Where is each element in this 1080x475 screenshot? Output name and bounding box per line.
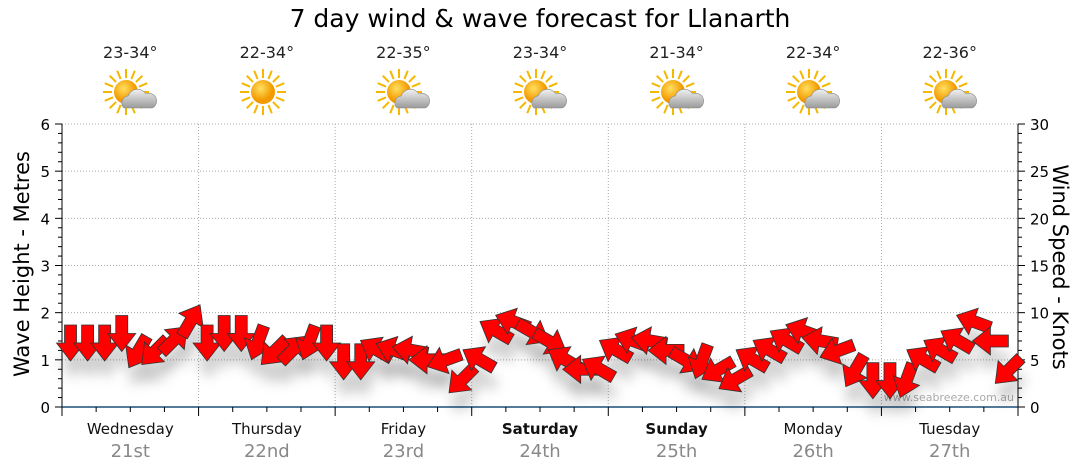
day-name: Thursday	[231, 420, 302, 438]
wind-arrows	[55, 304, 1026, 400]
arrow-shadow	[331, 361, 360, 398]
day-date: 24th	[519, 441, 561, 462]
left-tick-label: 3	[40, 258, 50, 276]
wind-arrow	[581, 355, 618, 384]
right-tick-label: 5	[1030, 352, 1040, 370]
right-tick-label: 25	[1030, 163, 1049, 181]
day-date: 25th	[655, 441, 698, 462]
wind-arrow	[426, 346, 464, 375]
day-name: Monday	[783, 420, 843, 438]
wind-arrow	[994, 353, 1026, 384]
sun-cloud-icon	[100, 68, 160, 118]
arrow-shadow	[429, 365, 466, 392]
day-date: 22nd	[243, 441, 290, 462]
arrow-shadow	[877, 380, 906, 417]
right-tick-label: 10	[1030, 305, 1049, 323]
day-temp-range: 23-34°	[512, 43, 568, 62]
right-tick-label: 20	[1030, 210, 1049, 228]
arrow-shadow	[860, 380, 889, 417]
arrow-shadow	[821, 355, 858, 383]
right-tick-label: 15	[1030, 258, 1049, 276]
arrow-shadow	[997, 371, 1028, 402]
arrow-shadow	[564, 373, 601, 402]
day-name: Wednesday	[86, 420, 174, 438]
day-temp-range: 22-35°	[376, 43, 431, 62]
left-tick-label: 1	[40, 352, 50, 370]
day-temp-range: 21-34°	[649, 43, 704, 62]
sun-cloud-icon	[647, 68, 707, 118]
wind-arrow	[462, 346, 498, 374]
wind-arrow	[345, 343, 376, 381]
arrow-shadow	[974, 344, 1011, 373]
sun-icon	[237, 68, 297, 118]
left-tick-label: 4	[40, 210, 50, 228]
day-date: 23rd	[382, 441, 425, 462]
arrow-shadow	[482, 336, 517, 363]
day-name: Sunday	[645, 420, 708, 438]
sun-cloud-icon	[373, 68, 433, 118]
day-temp-range: 22-34°	[239, 43, 295, 62]
left-tick-label: 6	[40, 116, 50, 134]
day-name: Friday	[380, 420, 427, 438]
wind-arrow	[940, 327, 976, 355]
wind-arrow	[842, 351, 870, 388]
arrow-shadow	[411, 363, 448, 392]
left-tick-label: 2	[40, 305, 50, 323]
wind-arrow	[718, 364, 754, 393]
sun-cloud-icon	[783, 68, 843, 118]
chart-title: 7 day wind & wave forecast for Llanarth	[289, 4, 791, 33]
arrow-shadow	[584, 374, 619, 401]
right-tick-label: 30	[1030, 116, 1049, 134]
sun-cloud-icon	[920, 68, 980, 118]
wind-arrow	[531, 327, 567, 355]
day-name: Tuesday	[919, 420, 981, 438]
arrow-shadow	[75, 342, 104, 379]
day-name: Saturday	[501, 420, 579, 438]
arrow-shadows	[58, 322, 1028, 417]
day-temp-range: 22-34°	[785, 43, 841, 62]
day-date: 21st	[110, 441, 150, 462]
wind-arrow	[971, 326, 1009, 356]
day-date: 27th	[929, 441, 971, 462]
wind-arrow	[106, 315, 137, 353]
arrow-shadow	[650, 354, 687, 383]
arrow-shadow	[58, 342, 87, 379]
left-tick-label: 5	[40, 163, 50, 181]
wind-arrow	[647, 335, 685, 366]
right-tick-label: 0	[1030, 399, 1040, 417]
day-date: 26th	[792, 441, 834, 462]
arrow-shadow	[195, 342, 224, 379]
arrow-shadow	[348, 361, 377, 398]
arrow-shadow	[212, 333, 241, 370]
sun-cloud-icon	[510, 68, 570, 118]
left-tick-label: 0	[40, 399, 50, 417]
arrow-shadow	[92, 342, 121, 379]
wind-arrow	[311, 324, 342, 362]
day-temp-range: 23-34°	[103, 43, 158, 62]
day-temp-range: 22-36°	[922, 43, 977, 62]
arrow-shadow	[451, 381, 481, 411]
wind-arrow	[819, 337, 857, 365]
